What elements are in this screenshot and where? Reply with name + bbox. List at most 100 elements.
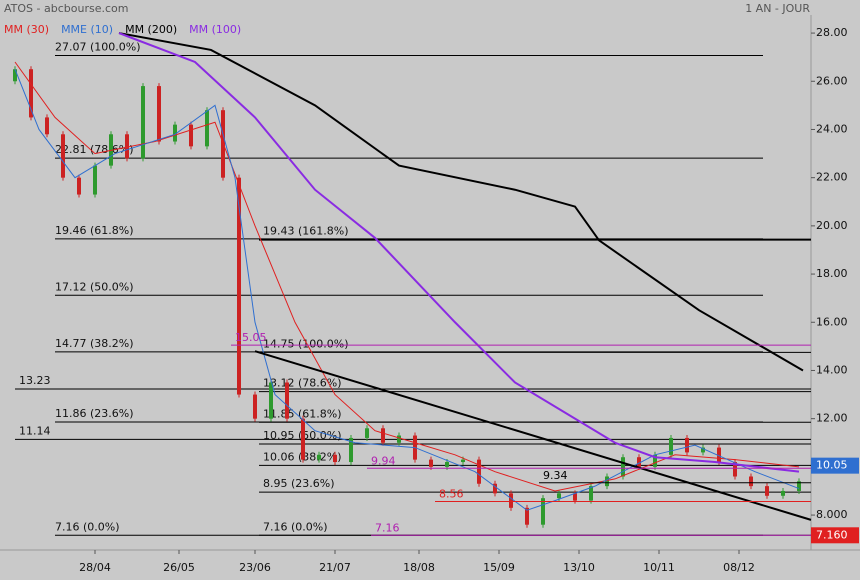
y-tick-label: 22.00 (816, 171, 848, 184)
candle-body (637, 457, 641, 467)
candle-body (701, 447, 705, 453)
candle-body (349, 437, 353, 463)
fib-label: 17.12 (50.0%) (55, 280, 134, 293)
candle-body (557, 493, 561, 499)
marker-label: 9.34 (543, 469, 568, 482)
candle-body (61, 134, 65, 178)
ma-line (14, 69, 800, 511)
ma-line (118, 32, 800, 473)
candle-body (317, 454, 321, 460)
candle-body (717, 447, 721, 463)
candle-body (797, 481, 801, 491)
candle-body (429, 459, 433, 467)
legend-entry: MME (10) (61, 23, 113, 36)
fib-label: 19.46 (61.8%) (55, 224, 134, 237)
candle-body (653, 454, 657, 467)
x-tick-label: 21/07 (319, 561, 351, 574)
fib-label: 22.81 (78.6%) (55, 143, 134, 156)
candle-body (333, 454, 337, 463)
candle-body (77, 177, 81, 195)
candle-body (141, 86, 145, 159)
candle-body (669, 437, 673, 455)
y-tick-label: 14.00 (816, 363, 848, 376)
legend-entry: MM (200) (125, 23, 177, 36)
candle-body (125, 134, 129, 159)
candle-body (621, 457, 625, 477)
candle-body (381, 428, 385, 443)
ma-line (14, 61, 800, 492)
fib-label: 8.95 (23.6%) (263, 477, 335, 490)
fib-label: 7.16 (0.0%) (263, 520, 328, 533)
y-tick-label: 18.00 (816, 267, 848, 280)
candle-body (189, 124, 193, 147)
y-tick-label: 26.00 (816, 74, 848, 87)
candle-body (605, 476, 609, 487)
fib-label: 7.16 (0.0%) (55, 520, 120, 533)
trendline (254, 350, 812, 521)
marker-label: 9.94 (371, 454, 396, 467)
candle-body (365, 428, 369, 438)
marker-label: 15.05 (235, 331, 267, 344)
x-tick-label: 15/09 (483, 561, 515, 574)
fib-label: 11.85 (61.8%) (263, 407, 342, 420)
candle-body (205, 110, 209, 147)
legend-entry: MM (30) (4, 23, 49, 36)
candle-body (781, 490, 785, 496)
candle-body (301, 418, 305, 460)
candle-body (765, 486, 769, 496)
candle-body (93, 165, 97, 195)
fib-label: 27.07 (100.0%) (55, 40, 141, 53)
x-tick-label: 23/06 (239, 561, 271, 574)
ma-line (118, 32, 804, 372)
candle-body (445, 462, 449, 467)
level-label: 11.14 (19, 424, 51, 437)
candle-body (237, 177, 241, 395)
candle-body (589, 486, 593, 501)
fib-label: 11.86 (23.6%) (55, 407, 134, 420)
fib-label: 14.75 (100.0%) (263, 337, 349, 350)
y-tick-label: 16.00 (816, 315, 848, 328)
candle-body (157, 86, 161, 142)
candle-body (685, 437, 689, 453)
x-tick-label: 08/12 (723, 561, 755, 574)
x-tick-label: 28/04 (79, 561, 111, 574)
candle-body (13, 69, 17, 82)
x-tick-label: 13/10 (563, 561, 595, 574)
candle-body (461, 459, 465, 463)
fib-label: 13.12 (78.6%) (263, 377, 342, 390)
candle-body (253, 394, 257, 419)
value-box (811, 527, 859, 544)
candle-body (525, 507, 529, 525)
candle-body (493, 483, 497, 494)
marker-label: 7.16 (375, 521, 400, 534)
y-tick-label: 24.00 (816, 122, 848, 135)
x-tick-label: 26/05 (163, 561, 195, 574)
chart-title: ATOS - abcbourse.com (4, 2, 128, 15)
candle-body (269, 382, 273, 419)
candle-body (509, 493, 513, 508)
candle-body (749, 476, 753, 487)
value-box-label: 7.160 (816, 528, 848, 541)
chart-subtitle: 1 AN - JOUR (745, 2, 810, 15)
y-tick-label: 20.00 (816, 219, 848, 232)
candle-body (397, 435, 401, 443)
value-box (811, 457, 859, 474)
y-tick-label: 8.000 (816, 508, 848, 521)
candle-body (173, 124, 177, 142)
x-tick-label: 18/08 (403, 561, 435, 574)
legend-entry: MM (100) (189, 23, 241, 36)
fib-label: 14.77 (38.2%) (55, 337, 134, 350)
marker-label: 8.56 (439, 488, 464, 501)
candle-body (541, 498, 545, 525)
candle-body (477, 459, 481, 484)
level-label: 13.23 (19, 374, 51, 387)
y-tick-label: 28.00 (816, 26, 848, 39)
candle-body (29, 69, 33, 118)
fib-label: 19.43 (161.8%) (263, 225, 349, 238)
candle-body (733, 462, 737, 477)
y-tick-label: 12.00 (816, 412, 848, 425)
candle-body (573, 493, 577, 501)
candle-body (45, 117, 49, 135)
value-box-label: 10.05 (816, 459, 848, 472)
